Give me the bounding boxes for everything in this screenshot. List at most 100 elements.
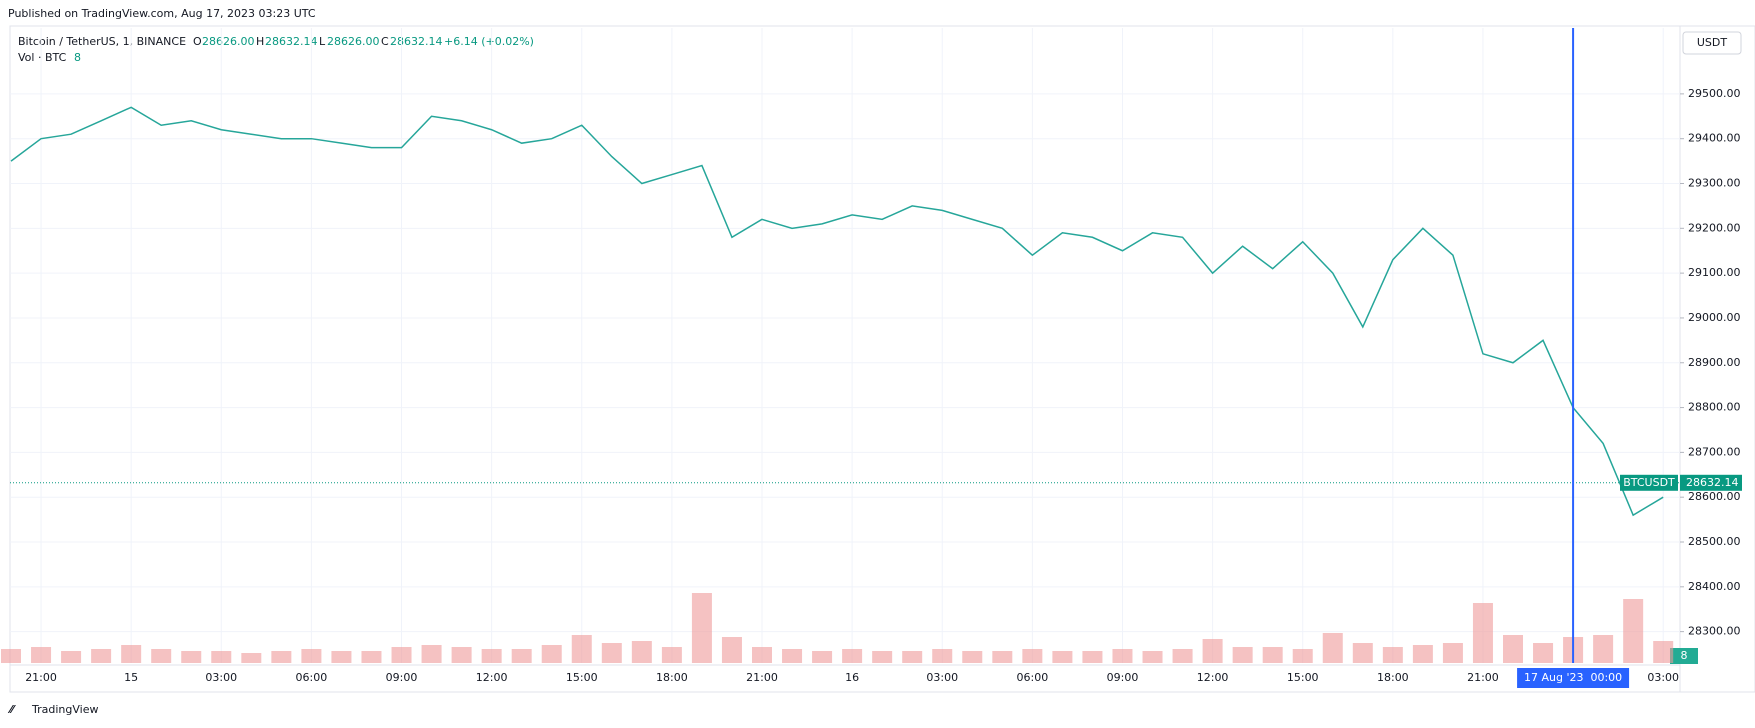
volume-bar [31, 647, 52, 663]
x-tick-label: 03:00 [1647, 671, 1679, 684]
y-tick-label: 29400.00 [1688, 132, 1741, 145]
x-tick-label: 06:00 [296, 671, 328, 684]
x-tick-label: 12:00 [476, 671, 508, 684]
x-tick-label: 09:00 [1107, 671, 1139, 684]
volume-bar [752, 647, 772, 663]
x-tick-label: 12:00 [1197, 671, 1229, 684]
y-tick-label: 28300.00 [1688, 625, 1741, 638]
low: 28626.00 [327, 35, 380, 48]
currency-button[interactable] [1682, 31, 1742, 55]
volume-bar [91, 649, 112, 663]
volume-bar [181, 651, 202, 663]
volume-bar [1082, 651, 1103, 663]
last-price-box [1680, 474, 1742, 491]
y-tick-label: 29100.00 [1688, 266, 1741, 279]
x-tick-label: 15 [124, 671, 138, 684]
l: L [319, 35, 326, 48]
volume-last-box [1670, 648, 1698, 664]
volume-bar [451, 647, 472, 663]
frame [9, 25, 1755, 693]
volume-bar [301, 649, 322, 663]
volume-bar [1172, 649, 1193, 663]
y-tick-label: 29200.00 [1688, 221, 1741, 234]
volume-bar [902, 651, 923, 663]
h: H [256, 35, 264, 48]
volume-bar [1052, 651, 1073, 663]
change: +6.14 (+0.02%) [444, 35, 534, 48]
volume-bar [1292, 649, 1313, 663]
x-tick-label: 06:00 [1017, 671, 1049, 684]
volume-bar [511, 649, 532, 663]
volume-bar [1382, 647, 1403, 663]
legend-ohlc: O 28626.00 H 28632.14 L 28626.00 C 28632… [193, 35, 534, 48]
volume-last: 8 [74, 51, 81, 64]
volume-bar [1352, 643, 1373, 663]
volume-bar [1232, 647, 1253, 663]
volume-bar [151, 649, 172, 663]
volume-bar [812, 651, 833, 663]
volume-bar [421, 645, 442, 663]
x-tick-label: 16 [845, 671, 859, 684]
y-tick-label: 28900.00 [1688, 356, 1741, 369]
volume-bar [661, 647, 682, 663]
volume-bar [391, 647, 412, 663]
volume-bar [331, 651, 352, 663]
x-tick-label: 18:00 [656, 671, 688, 684]
volume-bar [241, 653, 262, 663]
y-tick-label: 29500.00 [1688, 87, 1741, 100]
volume-bar [721, 637, 742, 663]
volume-bar [361, 651, 382, 663]
volume-bar [1202, 639, 1223, 663]
x-tick-label: 17 Aug '23 00:00 [1524, 671, 1622, 684]
volume-bar [631, 641, 652, 663]
x-tick-label: 15:00 [1287, 671, 1319, 684]
c: C [381, 35, 389, 48]
y-tick-label: 29000.00 [1688, 311, 1741, 324]
high: 28632.14 [265, 35, 318, 48]
y-tick-label: 28500.00 [1688, 535, 1741, 548]
volume-bar [1533, 643, 1554, 663]
open: 28626.00 [202, 35, 255, 48]
close: 28632.14 [390, 35, 443, 48]
crosshair-label-box [1517, 668, 1630, 688]
volume-bar [211, 651, 232, 663]
x-tick-label: 15:00 [566, 671, 598, 684]
volume-bar [1593, 635, 1614, 663]
brand: TradingView [31, 703, 98, 716]
y-tick-label: 28700.00 [1688, 445, 1741, 458]
x-tick-label: 18:00 [1377, 671, 1409, 684]
volume-bar [1, 649, 21, 663]
o: O [193, 35, 202, 48]
y-tick-label: 29300.00 [1688, 177, 1741, 190]
volume-bar [571, 635, 592, 663]
x-tick-label: 03:00 [926, 671, 958, 684]
volume-bar [1022, 649, 1043, 663]
price-line [10, 106, 1664, 517]
legend-symbol: Bitcoin / TetherUS, 1, BINANCE [18, 35, 186, 48]
volume-bar [1653, 641, 1674, 663]
volume-bar [1262, 647, 1283, 663]
volume-bar [1623, 599, 1644, 663]
volume-last-axis: 8 [1681, 649, 1688, 662]
volume-bar [1142, 651, 1163, 663]
volume-title: Vol · BTC [18, 51, 67, 64]
volume-bar [872, 651, 893, 663]
volume-bar [481, 649, 502, 663]
x-tick-label: 21:00 [1467, 671, 1499, 684]
y-tick-label: 28600.00 [1688, 490, 1741, 503]
volume-bar [992, 651, 1013, 663]
series-name-label: BTCUSDT [1623, 476, 1675, 489]
x-tick-label: 21:00 [746, 671, 778, 684]
x-tick-label: 21:00 [25, 671, 57, 684]
volume-bar [601, 643, 622, 663]
volume-bar [1322, 633, 1343, 663]
currency[interactable]: USDT [1697, 36, 1728, 49]
volume-bar [1112, 649, 1133, 663]
volume-bar [962, 651, 983, 663]
published: Published on TradingView.com, Aug 17, 20… [8, 7, 316, 20]
volume-bar [691, 593, 712, 663]
volume-bar [541, 645, 562, 663]
volume-bar [1412, 645, 1433, 663]
